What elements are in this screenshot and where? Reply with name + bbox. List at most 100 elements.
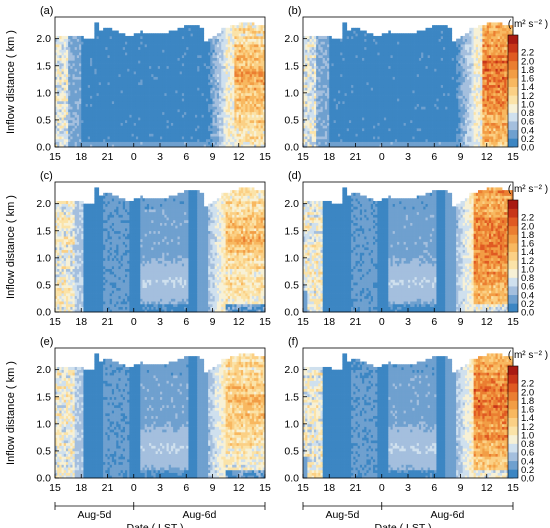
heatmap-cell bbox=[205, 122, 209, 126]
heatmap-cell bbox=[133, 130, 137, 134]
heatmap-cell bbox=[85, 128, 89, 132]
heatmap-cell bbox=[256, 87, 259, 91]
heatmap-cell bbox=[153, 60, 156, 64]
heatmap-cell bbox=[81, 65, 84, 69]
heatmap-cell bbox=[243, 65, 246, 69]
heatmap-cell bbox=[221, 119, 224, 123]
heatmap-cell bbox=[142, 144, 146, 148]
heatmap-cell bbox=[197, 79, 200, 83]
heatmap-cell bbox=[140, 100, 143, 105]
heatmap-cell bbox=[234, 117, 237, 121]
heatmap-cell bbox=[68, 35, 71, 40]
heatmap-cell bbox=[320, 114, 324, 118]
heatmap-cell bbox=[70, 79, 73, 83]
heatmap-cell bbox=[316, 125, 319, 129]
heatmap-cell bbox=[181, 44, 185, 48]
heatmap-cell bbox=[243, 111, 246, 115]
heatmap-cell bbox=[212, 76, 216, 80]
heatmap-cell bbox=[258, 122, 261, 126]
heatmap-cell bbox=[61, 90, 65, 94]
heatmap-cell bbox=[342, 103, 345, 107]
heatmap-cell bbox=[133, 65, 137, 69]
heatmap-cell bbox=[243, 117, 246, 121]
heatmap-cell bbox=[168, 84, 172, 88]
heatmap-cell bbox=[94, 35, 97, 40]
heatmap-cell bbox=[232, 35, 235, 40]
heatmap-cell bbox=[256, 54, 259, 58]
heatmap-cell bbox=[205, 100, 209, 105]
heatmap-cell bbox=[192, 111, 196, 115]
heatmap-cell bbox=[98, 82, 102, 86]
heatmap-cell bbox=[223, 60, 226, 64]
heatmap-cell bbox=[164, 33, 167, 37]
heatmap-cell bbox=[322, 136, 326, 140]
heatmap-cell bbox=[262, 136, 266, 140]
heatmap-cell bbox=[327, 65, 330, 69]
heatmap-cell bbox=[216, 103, 220, 107]
heatmap-cell bbox=[72, 119, 76, 123]
heatmap-cell bbox=[197, 138, 200, 142]
heatmap-cell bbox=[79, 103, 82, 107]
heatmap-cell bbox=[142, 106, 146, 110]
heatmap-cell bbox=[240, 103, 244, 107]
heatmap-cell bbox=[234, 82, 237, 86]
heatmap-cell bbox=[230, 33, 233, 37]
heatmap-cell bbox=[243, 144, 246, 148]
heatmap-cell bbox=[249, 41, 253, 45]
heatmap-cell bbox=[232, 125, 235, 129]
heatmap-cell bbox=[329, 63, 332, 67]
heatmap-cell bbox=[100, 117, 104, 121]
heatmap-cell bbox=[192, 141, 196, 145]
heatmap-cell bbox=[335, 44, 339, 48]
heatmap-cell bbox=[245, 73, 248, 77]
heatmap-cell bbox=[87, 65, 91, 69]
heatmap-cell bbox=[85, 44, 89, 48]
heatmap-cell bbox=[247, 38, 251, 42]
heatmap-cell bbox=[344, 109, 348, 113]
heatmap-cell bbox=[258, 90, 261, 94]
heatmap-cell bbox=[192, 68, 196, 72]
heatmap-cell bbox=[72, 114, 76, 118]
heatmap-cell bbox=[57, 46, 60, 50]
heatmap-cell bbox=[232, 84, 235, 88]
heatmap-cell bbox=[346, 106, 350, 110]
heatmap-cell bbox=[118, 95, 121, 99]
heatmap-cell bbox=[238, 25, 242, 29]
heatmap-cell bbox=[203, 98, 207, 102]
heatmap-cell bbox=[155, 79, 159, 83]
heatmap-cell bbox=[79, 133, 82, 137]
heatmap-cells bbox=[303, 22, 514, 148]
heatmap-cell bbox=[243, 103, 246, 107]
heatmap-cell bbox=[327, 133, 330, 137]
heatmap-cell bbox=[118, 82, 121, 86]
heatmap-cell bbox=[208, 65, 211, 69]
heatmap-cell bbox=[192, 106, 196, 110]
heatmap-cell bbox=[329, 103, 332, 107]
heatmap-cell bbox=[208, 138, 211, 142]
heatmap-cell bbox=[256, 125, 259, 129]
heatmap-cell bbox=[329, 122, 332, 126]
heatmap-cell bbox=[72, 71, 76, 75]
heatmap-cell bbox=[114, 79, 117, 83]
heatmap-cell bbox=[157, 35, 161, 40]
heatmap-cell bbox=[173, 95, 176, 99]
heatmap-cell bbox=[256, 57, 259, 61]
heatmap-cell bbox=[103, 54, 106, 58]
heatmap-cell bbox=[100, 138, 104, 142]
heatmap-cell bbox=[201, 27, 205, 31]
heatmap-cell bbox=[249, 122, 253, 126]
heatmap-cell bbox=[63, 141, 67, 145]
heatmap-cell bbox=[344, 87, 348, 91]
heatmap-cell bbox=[346, 128, 350, 132]
heatmap-cell bbox=[68, 98, 71, 102]
heatmap-cell bbox=[219, 52, 222, 56]
heatmap-cell bbox=[245, 68, 248, 72]
heatmap-cell bbox=[103, 44, 106, 48]
heatmap-cell bbox=[338, 44, 341, 48]
heatmap-cell bbox=[342, 136, 345, 140]
heatmap-cell bbox=[188, 68, 191, 72]
heatmap-cell bbox=[251, 63, 255, 67]
heatmap-cell bbox=[205, 71, 209, 75]
heatmap-cell bbox=[262, 79, 266, 83]
heatmap-cell bbox=[111, 90, 115, 94]
